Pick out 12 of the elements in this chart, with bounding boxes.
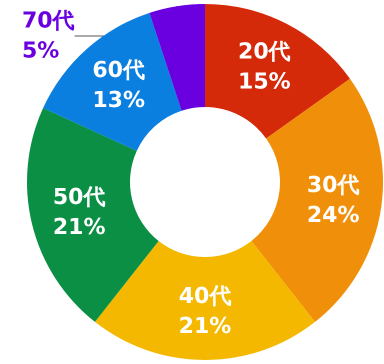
data-label: 13% (92, 88, 145, 113)
slice-label: 70代 (22, 8, 75, 34)
slice-label: 20代 (238, 39, 291, 64)
slice-label: 40代 (178, 284, 232, 309)
data-label: 5% (22, 38, 60, 64)
slice-label: 60代 (92, 58, 145, 83)
slice-label: 50代 (52, 185, 106, 210)
data-label: 15% (238, 69, 291, 94)
data-label: 21% (52, 215, 106, 240)
data-label: 24% (306, 202, 360, 228)
slice-label: 30代 (306, 172, 360, 198)
data-label: 21% (178, 314, 232, 339)
